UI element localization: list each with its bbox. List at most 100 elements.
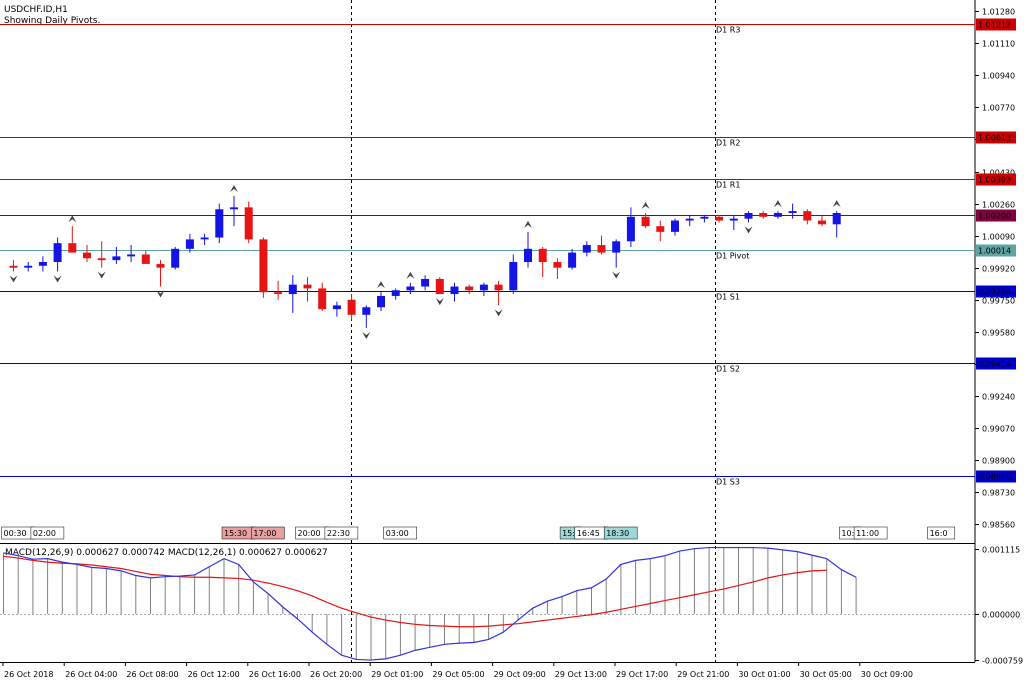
session-label: 22:30 [327, 529, 350, 538]
pivot-subtitle: Showing Daily Pivots. [4, 16, 100, 26]
candle-body [141, 254, 150, 264]
candle-body [127, 254, 136, 257]
pivot-price-tag-bg [976, 18, 1016, 31]
candle-body [288, 284, 297, 295]
price-tick-label: 0.98560 [982, 521, 1015, 530]
pivot-price-tag: 1.01212 [978, 21, 1011, 30]
session-label-box [927, 526, 956, 540]
candle-body [479, 284, 488, 291]
fractal-up-arrow [641, 202, 650, 210]
pivot-price-tag-bg [976, 244, 1016, 257]
candle-body [568, 252, 577, 268]
candle-body [656, 226, 665, 232]
pivot-label: D1 S2 [716, 365, 740, 374]
fractal-down-arrow [53, 275, 62, 283]
pivot-price-tag: 1.00613 [978, 134, 1011, 143]
time-axis: 26 Oct 2018 26 Oct 04:00 26 Oct 08:00 26 Oc… [2, 662, 913, 679]
candle-body [818, 220, 826, 225]
chart-frame [0, 0, 976, 663]
pivot-price-tag-bg [976, 357, 1016, 370]
price-tick-label: 1.00260 [982, 201, 1015, 210]
candle-body [53, 243, 62, 263]
session-label: 20:00 [298, 529, 321, 538]
candle-body [200, 237, 209, 240]
candle-body [450, 286, 459, 295]
pivot-price-tag: 1.00393 [978, 176, 1011, 185]
time-tick-label: 26 Oct 2018 [4, 670, 53, 679]
session-label: 16:45 [577, 529, 600, 538]
pivot-label: D1 S1 [716, 293, 740, 302]
session-label: 02:00 [33, 529, 56, 538]
candle-body [230, 207, 238, 210]
price-axis: 1.012801.011101.009401.007701.006001.004… [975, 8, 1023, 666]
time-tick-label: 29 Oct 05:00 [432, 670, 484, 679]
candle-body [773, 213, 782, 217]
time-tick-label: 29 Oct 17:00 [616, 670, 668, 679]
fractal-down-arrow [9, 275, 18, 283]
candle-body [274, 292, 283, 295]
candle-body [185, 239, 194, 249]
time-tick-label: 26 Oct 08:00 [126, 670, 178, 679]
pivot-price-tag-bg [976, 131, 1016, 144]
candle-body [597, 245, 606, 253]
candle-body [759, 213, 768, 217]
candle-body [465, 286, 474, 291]
candle-body [553, 262, 562, 268]
candle-body [803, 211, 812, 221]
price-tick-label: 1.00090 [982, 233, 1015, 242]
pivot-label: D1 S3 [716, 478, 740, 487]
candle-body [626, 216, 635, 242]
pivot-price-tag-bg [976, 285, 1016, 298]
candle-body [332, 305, 341, 310]
candle-body [700, 216, 709, 219]
candle-body [171, 248, 180, 268]
time-tick-label: 29 Oct 01:00 [371, 670, 423, 679]
candle-body [435, 278, 444, 295]
time-tick-label: 30 Oct 01:00 [738, 670, 790, 679]
session-label: 16:0 [930, 529, 948, 538]
price-tick-label: 1.00430 [982, 169, 1015, 178]
time-tick-label: 29 Oct 21:00 [677, 670, 729, 679]
time-tick-label: 26 Oct 20:00 [310, 670, 362, 679]
candle-body [318, 288, 327, 310]
candle-body [788, 211, 797, 214]
candle-body [685, 218, 694, 221]
candle-body [391, 290, 400, 296]
price-tick-label: 0.99070 [982, 425, 1015, 434]
session-label-box [30, 526, 65, 540]
candle-body [582, 245, 591, 253]
candle-body [509, 262, 518, 291]
price-tick-label: 1.01280 [982, 8, 1015, 17]
candle-body [832, 213, 841, 225]
candle-body [97, 258, 106, 261]
session-label-box [603, 526, 638, 540]
pivot-price-tag-bg [976, 173, 1016, 186]
candle-body [715, 216, 724, 221]
price-panel: D1 R3 D1 R2 D1 R1 D1 Pivot D1 S1 D1 S2 D1 S3 00… [0, 24, 975, 540]
candle-body [112, 256, 121, 261]
candle-body [24, 265, 33, 268]
pivot-label: D1 Pivot [716, 252, 749, 261]
candle-body [671, 220, 679, 232]
fractal-up-arrow [377, 281, 385, 289]
candle-body [538, 248, 547, 263]
current-price-tag: 1.00200 [978, 212, 1011, 221]
fractal-down-arrow [494, 309, 503, 317]
pivot-label: D1 R2 [716, 139, 740, 148]
session-label-box [383, 526, 417, 540]
candle-body [641, 216, 650, 227]
fractal-up-arrow [524, 220, 532, 228]
time-tick-label: 26 Oct 16:00 [249, 670, 301, 679]
price-tick-label: 0.99750 [982, 297, 1015, 306]
time-tick-label: 30 Oct 05:00 [800, 670, 852, 679]
candle-body [244, 207, 253, 240]
session-label: 15: [562, 529, 575, 538]
current-price-tag-bg [976, 209, 1016, 222]
price-tick-label: 0.98730 [982, 489, 1015, 498]
macd-tick-label: 0.001115 [982, 546, 1020, 555]
fractal-down-arrow [97, 271, 106, 279]
candle-body [524, 248, 532, 263]
fractal-up-arrow [230, 185, 238, 193]
candle-body [744, 213, 753, 219]
